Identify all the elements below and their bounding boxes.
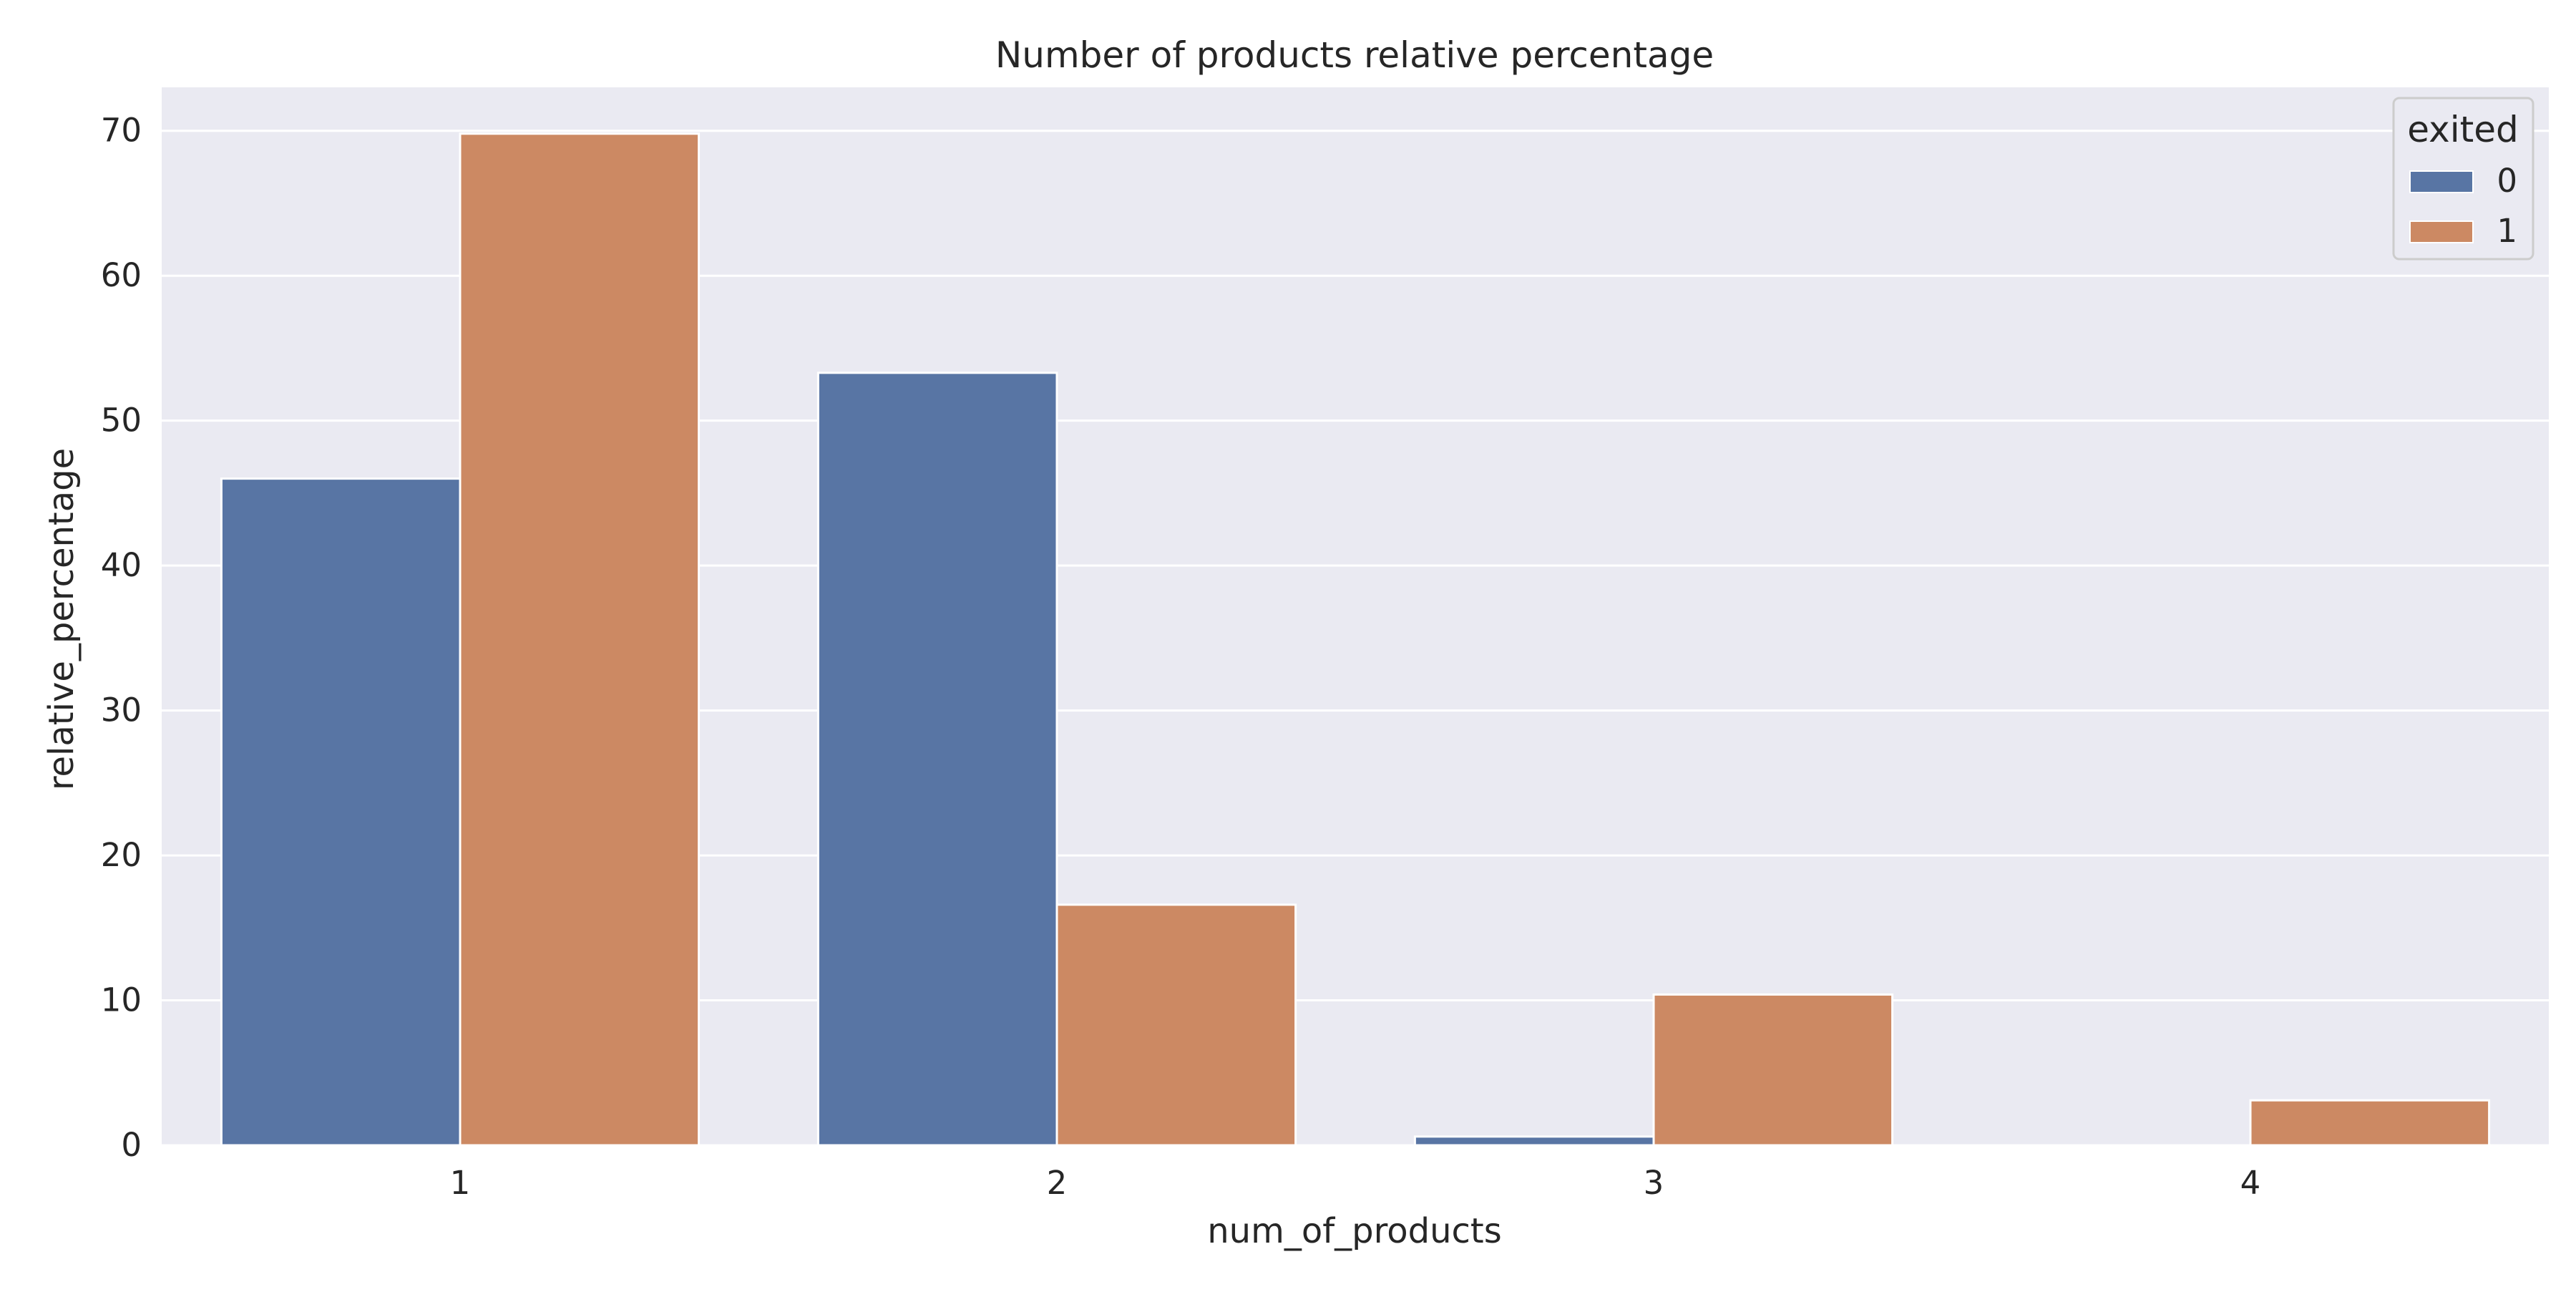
legend-label: 1 (2497, 212, 2517, 250)
x-tick-label: 1 (450, 1164, 471, 1202)
y-tick-label: 70 (101, 112, 142, 150)
chart-title: Number of products relative percentage (995, 34, 1714, 76)
legend: exited 01 (2392, 97, 2534, 261)
x-tick-label: 3 (1644, 1164, 1664, 1202)
bar-exited-0-products-3 (1413, 1135, 1655, 1147)
y-tick-label: 50 (101, 402, 142, 439)
y-tick-label: 20 (101, 836, 142, 874)
y-tick-label: 0 (121, 1126, 142, 1164)
y-tick-label: 60 (101, 256, 142, 294)
x-tick-label: 2 (1047, 1164, 1068, 1202)
legend-swatch (2409, 220, 2474, 243)
y-axis-title: relative_percentage (42, 448, 82, 790)
x-axis-title: num_of_products (1207, 1211, 1502, 1251)
bar-exited-0-products-1 (220, 477, 462, 1147)
y-tick-label: 10 (101, 981, 142, 1019)
legend-swatch (2409, 170, 2474, 193)
bar-exited-1-products-3 (1652, 993, 1894, 1147)
legend-label: 0 (2497, 162, 2517, 200)
bar-exited-1-products-1 (459, 132, 701, 1147)
bar-exited-1-products-2 (1055, 903, 1297, 1147)
y-tick-label: 40 (101, 546, 142, 584)
x-tick-labels: 1 2 3 4 (450, 1164, 2261, 1202)
bar-exited-0-products-2 (816, 371, 1058, 1147)
bar-exited-1-products-4 (2249, 1099, 2491, 1147)
legend-title: exited (2407, 109, 2518, 150)
legend-entries: 01 (2409, 162, 2517, 250)
bars (220, 132, 2491, 1147)
y-tick-labels: 0 10 20 30 40 50 60 70 (101, 112, 142, 1164)
x-tick-label: 4 (2240, 1164, 2261, 1202)
y-tick-label: 30 (101, 691, 142, 729)
